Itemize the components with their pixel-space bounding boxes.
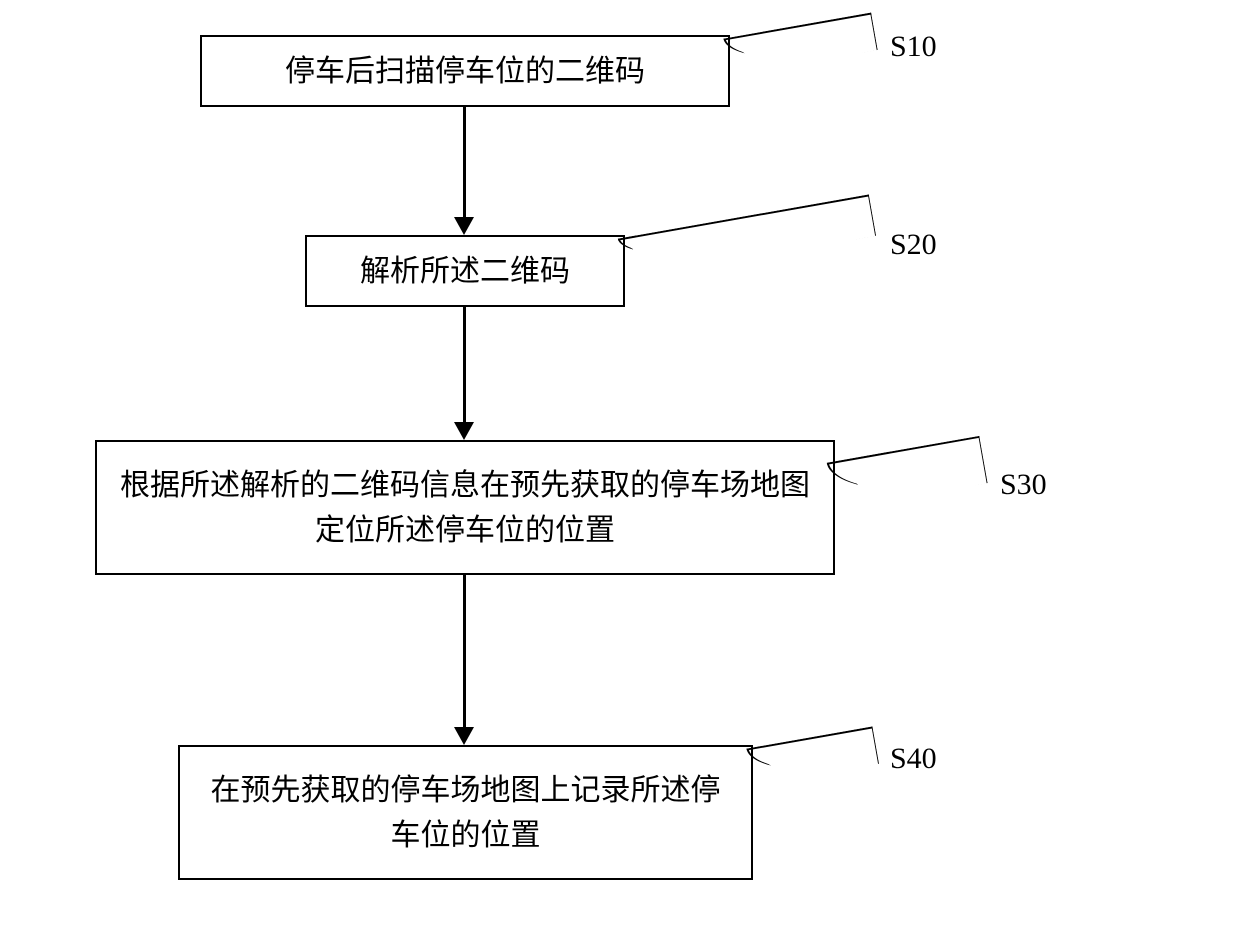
- arrow-head-2: [454, 422, 474, 440]
- arrow-line-1: [463, 107, 466, 219]
- arrow-line-2: [463, 307, 466, 424]
- flowchart-node-s20: 解析所述二维码: [305, 235, 625, 307]
- flowchart-node-s30: 根据所述解析的二维码信息在预先获取的停车场地图定位所述停车位的位置: [95, 440, 835, 575]
- connector-s20: [618, 194, 876, 280]
- step-label-s30: S30: [1000, 468, 1047, 502]
- connector-s40: [746, 726, 879, 786]
- arrow-head-1: [454, 217, 474, 235]
- node-label: 停车后扫描停车位的二维码: [285, 49, 645, 94]
- step-label-s20: S20: [890, 228, 937, 262]
- node-label: 在预先获取的停车场地图上记录所述停车位的位置: [200, 768, 731, 858]
- flowchart-node-s10: 停车后扫描停车位的二维码: [200, 35, 730, 107]
- flowchart-container: 停车后扫描停车位的二维码 S10 解析所述二维码 S20 根据所述解析的二维码信…: [0, 0, 1240, 952]
- node-label: 解析所述二维码: [360, 249, 570, 294]
- arrow-line-3: [463, 575, 466, 729]
- connector-s30: [827, 436, 988, 510]
- arrow-head-3: [454, 727, 474, 745]
- step-label-s10: S10: [890, 30, 937, 64]
- node-label: 根据所述解析的二维码信息在预先获取的停车场地图定位所述停车位的位置: [117, 463, 813, 553]
- connector-s10: [723, 13, 877, 76]
- step-label-s40: S40: [890, 742, 937, 776]
- flowchart-node-s40: 在预先获取的停车场地图上记录所述停车位的位置: [178, 745, 753, 880]
